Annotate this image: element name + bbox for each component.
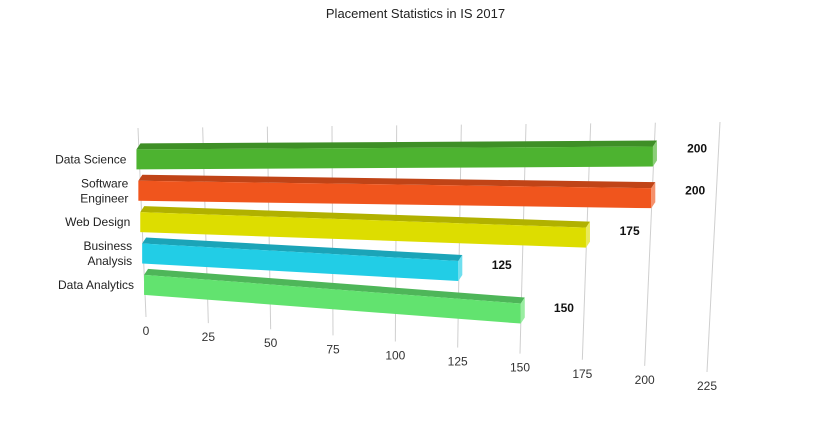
category-label: Web Design xyxy=(65,215,130,229)
x-tick-label: 150 xyxy=(510,361,530,375)
data-label: 200 xyxy=(685,184,705,198)
category-label: Data Science xyxy=(55,152,127,166)
data-label: 175 xyxy=(620,224,640,238)
bar-front-face xyxy=(144,274,521,324)
x-tick-label: 50 xyxy=(264,336,278,350)
bar-top-face xyxy=(136,140,657,150)
bar xyxy=(136,140,657,170)
x-tick-label: 0 xyxy=(143,324,150,338)
data-label: 200 xyxy=(687,141,707,155)
bar-front-face xyxy=(140,212,586,248)
x-tick-label: 125 xyxy=(448,355,468,369)
category-label: Software Engineer xyxy=(80,176,128,205)
labels: 0 25 50 75 100 125 150 175 200 225 Data Science 200… xyxy=(55,141,717,393)
grid-line xyxy=(706,121,721,373)
bar xyxy=(142,237,463,281)
bar-top-face xyxy=(142,237,463,261)
x-tick-label: 200 xyxy=(635,373,655,387)
bar-end-face xyxy=(651,182,656,209)
bar-front-face xyxy=(136,146,653,170)
bar-end-face xyxy=(458,254,463,281)
bar-end-face xyxy=(520,297,525,324)
data-label: 125 xyxy=(492,258,512,272)
x-tick-label: 75 xyxy=(326,342,340,356)
bar-end-face xyxy=(585,221,590,248)
bar-front-face xyxy=(138,180,652,209)
bar xyxy=(140,206,590,248)
bars xyxy=(136,140,657,324)
category-label: Business Analysis xyxy=(83,239,132,268)
bar-top-face xyxy=(144,268,525,304)
bar xyxy=(144,268,525,324)
x-tick-label: 225 xyxy=(697,379,717,393)
x-tick-label: 175 xyxy=(572,367,592,381)
category-label: Data Analytics xyxy=(58,278,134,292)
bar xyxy=(138,174,656,209)
x-tick-label: 25 xyxy=(202,330,216,344)
chart-title: Placement Statistics in IS 2017 xyxy=(325,6,506,21)
bar-end-face xyxy=(652,140,657,167)
x-tick-label: 100 xyxy=(385,348,405,362)
bar-front-face xyxy=(142,243,459,281)
bar-top-face xyxy=(140,206,590,228)
bar-top-face xyxy=(138,174,656,189)
data-label: 150 xyxy=(554,301,574,315)
